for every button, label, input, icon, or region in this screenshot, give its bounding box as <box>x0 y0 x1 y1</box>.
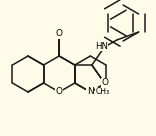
Text: CH₃: CH₃ <box>95 87 110 97</box>
Text: HN: HN <box>95 42 108 51</box>
Text: O: O <box>102 78 109 87</box>
Text: O: O <box>56 29 63 38</box>
Text: O: O <box>56 87 63 97</box>
Text: N: N <box>87 87 94 97</box>
